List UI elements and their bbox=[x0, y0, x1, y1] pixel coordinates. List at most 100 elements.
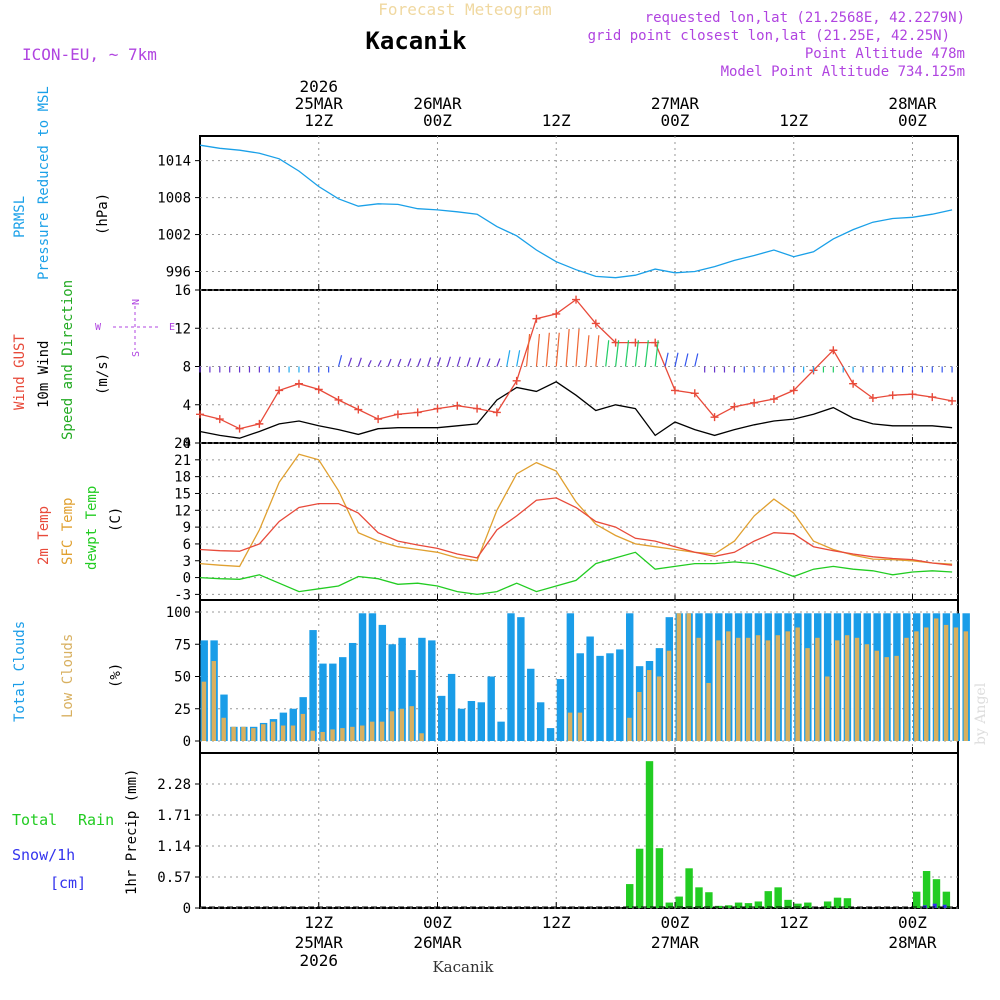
gust-marker bbox=[572, 295, 581, 304]
low-cloud-bar bbox=[745, 637, 751, 741]
wind-arrow bbox=[644, 340, 649, 367]
gust-marker bbox=[512, 376, 521, 385]
wind-10m-label: 10m Wind bbox=[36, 341, 52, 408]
rain-bar bbox=[635, 848, 644, 908]
low-cloud-bar bbox=[379, 721, 385, 741]
prmsl-label: PRMSL bbox=[12, 196, 28, 238]
wind-arrow bbox=[516, 350, 521, 367]
rain-bar bbox=[784, 899, 792, 908]
bottom-time-label: 2026 bbox=[299, 951, 338, 970]
wind-arrow bbox=[595, 335, 600, 367]
total-cloud-bar bbox=[339, 657, 347, 741]
low-cloud-bar bbox=[340, 728, 345, 741]
low-cloud-bar bbox=[884, 657, 889, 741]
low-cloud-bar bbox=[963, 631, 969, 741]
dewpoint-line bbox=[199, 551, 953, 596]
rain-bar bbox=[734, 902, 743, 908]
total-cloud-bar bbox=[546, 728, 555, 741]
cloud-panel: 0 25 50 75 100 bbox=[166, 599, 970, 754]
total-cloud-bar bbox=[358, 613, 367, 741]
gust-marker bbox=[413, 408, 422, 417]
low-cloud-bar bbox=[261, 724, 266, 741]
rain-bar bbox=[932, 879, 941, 908]
wind-arrow bbox=[446, 356, 451, 367]
low-cloud-bar bbox=[825, 676, 830, 741]
gust-marker bbox=[334, 395, 343, 404]
precip-rain-label: Rain bbox=[78, 811, 114, 829]
rain-bar bbox=[833, 897, 842, 908]
gust-marker bbox=[433, 404, 442, 413]
gust-marker bbox=[670, 386, 679, 395]
total-cloud-bar bbox=[477, 702, 485, 741]
bottom-time-label: 00Z bbox=[898, 913, 927, 932]
wind-arrow bbox=[347, 357, 353, 367]
top-time-label: 27MAR bbox=[651, 94, 700, 113]
y-tick-label: -3 bbox=[174, 587, 191, 603]
wind-arrow bbox=[565, 328, 570, 367]
low-cloud-bar bbox=[924, 627, 929, 741]
gust-marker bbox=[928, 393, 937, 402]
low-cloud-bar bbox=[231, 726, 236, 741]
low-cloud-bar bbox=[221, 717, 226, 741]
wind-speed-dir-label: Speed and Direction bbox=[60, 280, 76, 440]
rain-bar bbox=[724, 905, 733, 908]
wind-unit-label: (m/s) bbox=[95, 353, 111, 395]
rain-bar bbox=[695, 887, 703, 908]
gust-marker bbox=[196, 410, 204, 419]
temp2m-line bbox=[199, 497, 953, 566]
wind-arrow bbox=[605, 340, 610, 367]
total-cloud-bar bbox=[507, 613, 515, 741]
gust-marker bbox=[829, 346, 838, 355]
y-tick-label: 1008 bbox=[157, 191, 191, 207]
model-altitude: Model Point Altitude 734.125m bbox=[721, 64, 965, 80]
rain-bar bbox=[794, 903, 802, 908]
rain-bar bbox=[912, 891, 921, 908]
gust-marker bbox=[235, 424, 244, 433]
precip-cm-label: [cm] bbox=[50, 874, 86, 892]
y-tick-label: 0 bbox=[183, 436, 191, 452]
y-tick-label: 996 bbox=[166, 265, 191, 281]
gust-marker bbox=[215, 415, 224, 424]
wind-arrow bbox=[525, 333, 531, 367]
rain-bar bbox=[774, 887, 782, 908]
wind-arrow bbox=[337, 355, 343, 367]
wind-arrow bbox=[654, 340, 659, 367]
total-cloud-bar bbox=[626, 613, 634, 741]
bottom-time-label: 00Z bbox=[661, 913, 690, 932]
footer-location: Kacanik bbox=[432, 958, 494, 976]
precip-unit-label: 1hr Precip (mm) bbox=[124, 769, 140, 895]
low-cloud-bar bbox=[755, 635, 761, 741]
low-cloud-bar bbox=[894, 655, 899, 741]
rain-bar bbox=[665, 902, 674, 908]
y-tick-label: 1002 bbox=[157, 228, 191, 244]
gust-marker bbox=[789, 386, 798, 395]
total-cloud-bar bbox=[616, 649, 624, 741]
top-time-label: 00Z bbox=[898, 111, 927, 130]
total-cloud-bar bbox=[566, 613, 575, 741]
rain-bar bbox=[675, 896, 683, 908]
low-cloud-bar bbox=[567, 712, 573, 741]
wind-arrow bbox=[634, 340, 640, 367]
y-tick-label: 4 bbox=[183, 398, 191, 414]
dewpt-temp-label: dewpt Temp bbox=[84, 486, 100, 570]
y-tick-label: 12 bbox=[174, 503, 191, 519]
low-cloud-bar bbox=[201, 681, 207, 741]
wind-arrow bbox=[674, 352, 679, 367]
model-name: ICON-EU, ~ 7km bbox=[22, 45, 157, 64]
gust-marker bbox=[948, 396, 957, 405]
sfc-temp-line bbox=[199, 453, 953, 568]
pressure-msl-label: Pressure Reduced to MSL bbox=[36, 86, 52, 280]
total-cloud-bar bbox=[368, 613, 377, 741]
credit-watermark: by Angel bbox=[973, 682, 989, 745]
y-tick-label: 75 bbox=[174, 637, 191, 653]
rain-bar bbox=[764, 891, 772, 908]
top-time-label: 26MAR bbox=[413, 94, 462, 113]
wind10m-line bbox=[199, 381, 953, 439]
rain-bar bbox=[942, 891, 951, 908]
bottom-time-label: 26MAR bbox=[413, 933, 462, 952]
low-cloud-bar bbox=[686, 613, 692, 741]
gust-marker bbox=[849, 379, 858, 388]
gust-marker bbox=[275, 386, 284, 395]
